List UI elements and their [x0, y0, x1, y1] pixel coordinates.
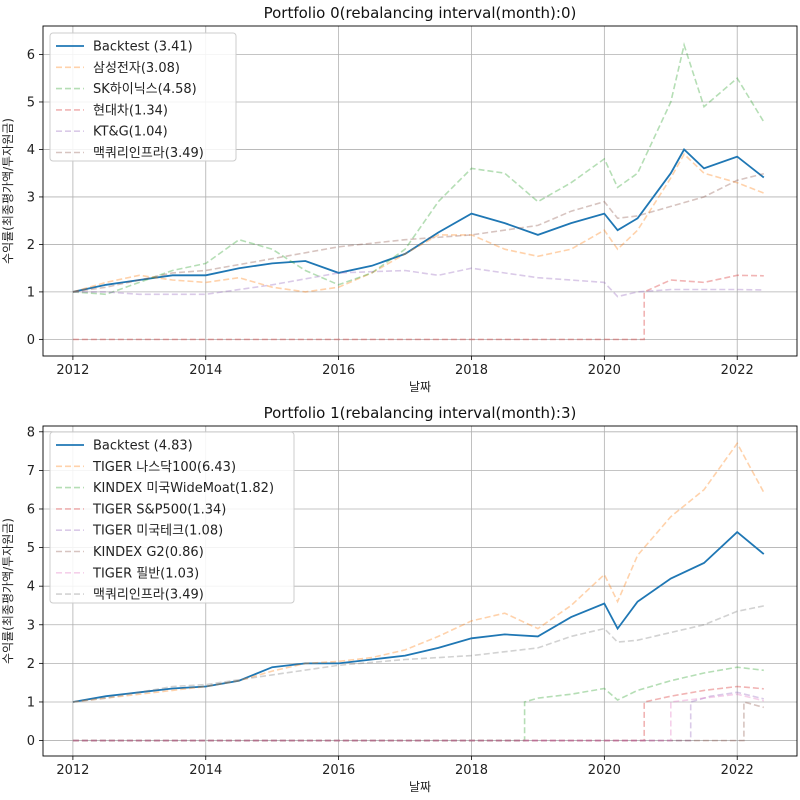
- series-line-4: [72, 267, 764, 298]
- x-tick-label: 2022: [721, 763, 754, 778]
- legend-label-4: KT&G(1.04): [93, 125, 168, 140]
- series-line-4: [72, 691, 764, 742]
- series-line-2: [72, 666, 764, 742]
- y-tick-label: 3: [27, 190, 35, 205]
- y-tick-label: 5: [27, 95, 35, 110]
- legend: Backtest (4.83) TIGER 나스닥100(6.43) KINDEX …: [49, 431, 295, 604]
- subplot-1: 2012 2014 2016 2018 2020 2022 0 1 2 3 4 5 6 7 8 Portfol…: [1, 404, 798, 794]
- y-tick-label: 4: [27, 580, 35, 595]
- series-line-0: [72, 530, 765, 703]
- legend-label-6: TIGER 필반(1.03): [92, 566, 199, 581]
- x-tick-label: 2020: [588, 363, 621, 378]
- y-axis-label: 수익률(최종평가액/투자원금): [1, 118, 15, 264]
- axes-frame: [42, 25, 798, 357]
- y-tick-label: 0: [27, 734, 35, 749]
- series-line-0: [72, 148, 765, 293]
- legend-label-5: KINDEX G2(0.86): [93, 545, 204, 560]
- series-line-1: [72, 152, 765, 293]
- x-tick-label: 2012: [56, 763, 89, 778]
- x-tick-label: 2022: [721, 363, 754, 378]
- x-axis-label: 날짜: [409, 380, 431, 394]
- x-tick-label: 2018: [455, 363, 488, 378]
- legend-label-4: TIGER 미국테크(1.08): [92, 524, 223, 539]
- series-line-1: [72, 441, 765, 703]
- legend: Backtest (3.41) 삼성전자(3.08) SK하이닉스(4.58) 현대차…: [49, 32, 237, 162]
- series-line-3: [72, 685, 764, 742]
- y-tick-label: 6: [27, 502, 35, 517]
- legend-label-2: SK하이닉스(4.58): [93, 82, 197, 97]
- legend-label-0: Backtest (4.83): [93, 439, 193, 454]
- x-tick-label: 2020: [588, 763, 621, 778]
- legend-label-5: 맥쿼리인프라(3.49): [93, 146, 204, 161]
- y-tick-label: 3: [27, 618, 35, 633]
- subplot-0: 2012 2014 2016 2018 2020 2022 0 1 2 3 4 5 6 Portfolio…: [1, 4, 798, 394]
- legend-label-0: Backtest (3.41): [93, 40, 193, 55]
- legend-label-2: KINDEX 미국WideMoat(1.82): [93, 481, 274, 496]
- y-tick-label: 0: [27, 333, 35, 348]
- y-tick-label: 7: [27, 464, 35, 479]
- x-tick-label: 2016: [322, 363, 355, 378]
- legend-box: [49, 431, 295, 604]
- legend-box: [49, 32, 237, 162]
- legend-label-7: 맥쿼리인프라(3.49): [93, 588, 204, 603]
- legend-label-3: TIGER S&P500(1.34): [92, 502, 226, 517]
- legend-label-1: 삼성전자(3.08): [93, 61, 180, 76]
- y-tick-label: 5: [27, 541, 35, 556]
- series-line-2: [72, 42, 765, 296]
- y-tick-label: 1: [27, 285, 35, 300]
- y-tick-label: 2: [27, 238, 35, 253]
- x-tick-label: 2014: [189, 363, 222, 378]
- x-tick-label: 2014: [189, 763, 222, 778]
- series-line-5: [72, 700, 765, 742]
- y-tick-label: 1: [27, 695, 35, 710]
- axes-frame: [42, 425, 798, 757]
- series-line-5: [72, 172, 764, 293]
- chart-title: Portfolio 1(rebalancing interval(month):…: [264, 404, 577, 422]
- x-tick-label: 2018: [455, 763, 488, 778]
- y-tick-label: 2: [27, 657, 35, 672]
- y-tick-label: 6: [27, 48, 35, 63]
- legend-label-1: TIGER 나스닥100(6.43): [92, 460, 236, 475]
- x-axis-label: 날짜: [409, 780, 431, 794]
- series-line-3: [72, 274, 764, 341]
- x-tick-label: 2016: [322, 763, 355, 778]
- legend-label-3: 현대차(1.34): [93, 103, 168, 118]
- chart-title: Portfolio 0(rebalancing interval(month):…: [264, 4, 577, 22]
- y-tick-label: 8: [27, 425, 35, 440]
- series-line-6: [72, 693, 764, 742]
- y-tick-label: 4: [27, 143, 35, 158]
- y-axis-label: 수익률(최종평가액/투자원금): [1, 518, 15, 664]
- series-line-7: [72, 605, 764, 703]
- x-tick-label: 2012: [56, 363, 89, 378]
